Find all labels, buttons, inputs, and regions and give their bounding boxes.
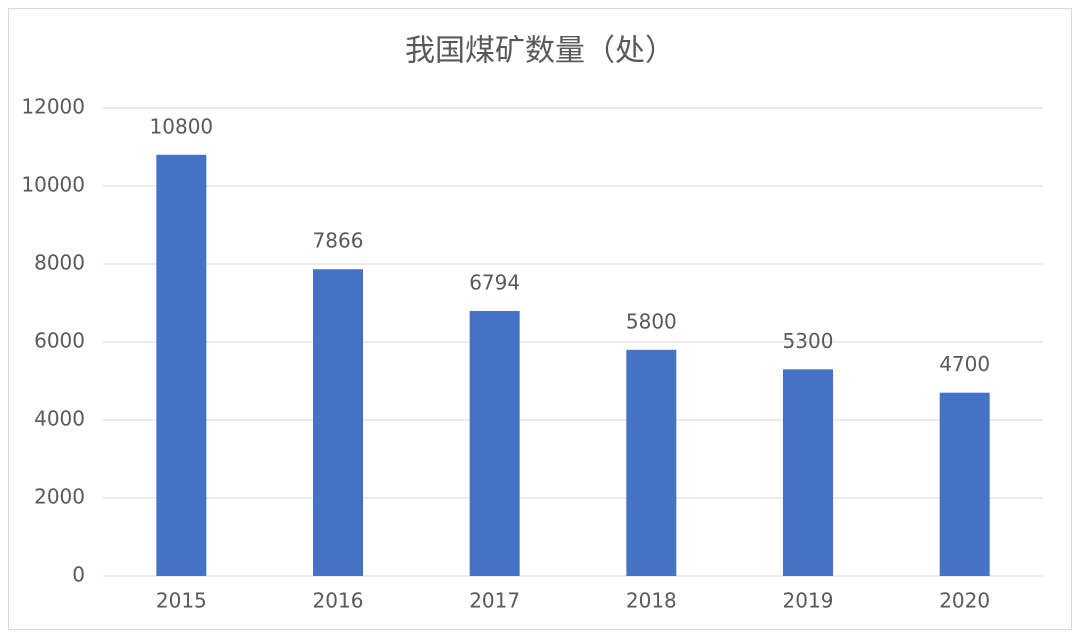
x-tick-label: 2017	[469, 589, 520, 613]
y-tick-label: 12000	[21, 95, 85, 119]
y-tick-label: 0	[72, 563, 85, 587]
data-label: 5800	[626, 309, 677, 333]
y-tick-label: 8000	[34, 251, 85, 275]
data-label: 4700	[939, 352, 990, 376]
y-tick-label: 10000	[21, 173, 85, 197]
data-label: 6794	[469, 271, 520, 295]
x-tick-label: 2015	[156, 589, 207, 613]
bar	[469, 311, 520, 576]
chart-title: 我国煤矿数量（处）	[405, 34, 675, 69]
data-label: 7866	[313, 229, 364, 253]
data-label: 5300	[783, 329, 834, 353]
bar	[939, 392, 990, 576]
x-tick-label: 2016	[313, 589, 364, 613]
bar	[156, 154, 207, 577]
x-tick-label: 2019	[783, 589, 834, 613]
x-tick-label: 2018	[626, 589, 677, 613]
x-tick-label: 2020	[939, 589, 990, 613]
y-tick-label: 4000	[34, 407, 85, 431]
data-label: 10800	[150, 114, 214, 138]
y-tick-label: 2000	[34, 485, 85, 509]
bar	[783, 369, 833, 576]
bar	[313, 269, 363, 576]
bar	[626, 349, 677, 576]
y-tick-label: 6000	[34, 329, 85, 353]
